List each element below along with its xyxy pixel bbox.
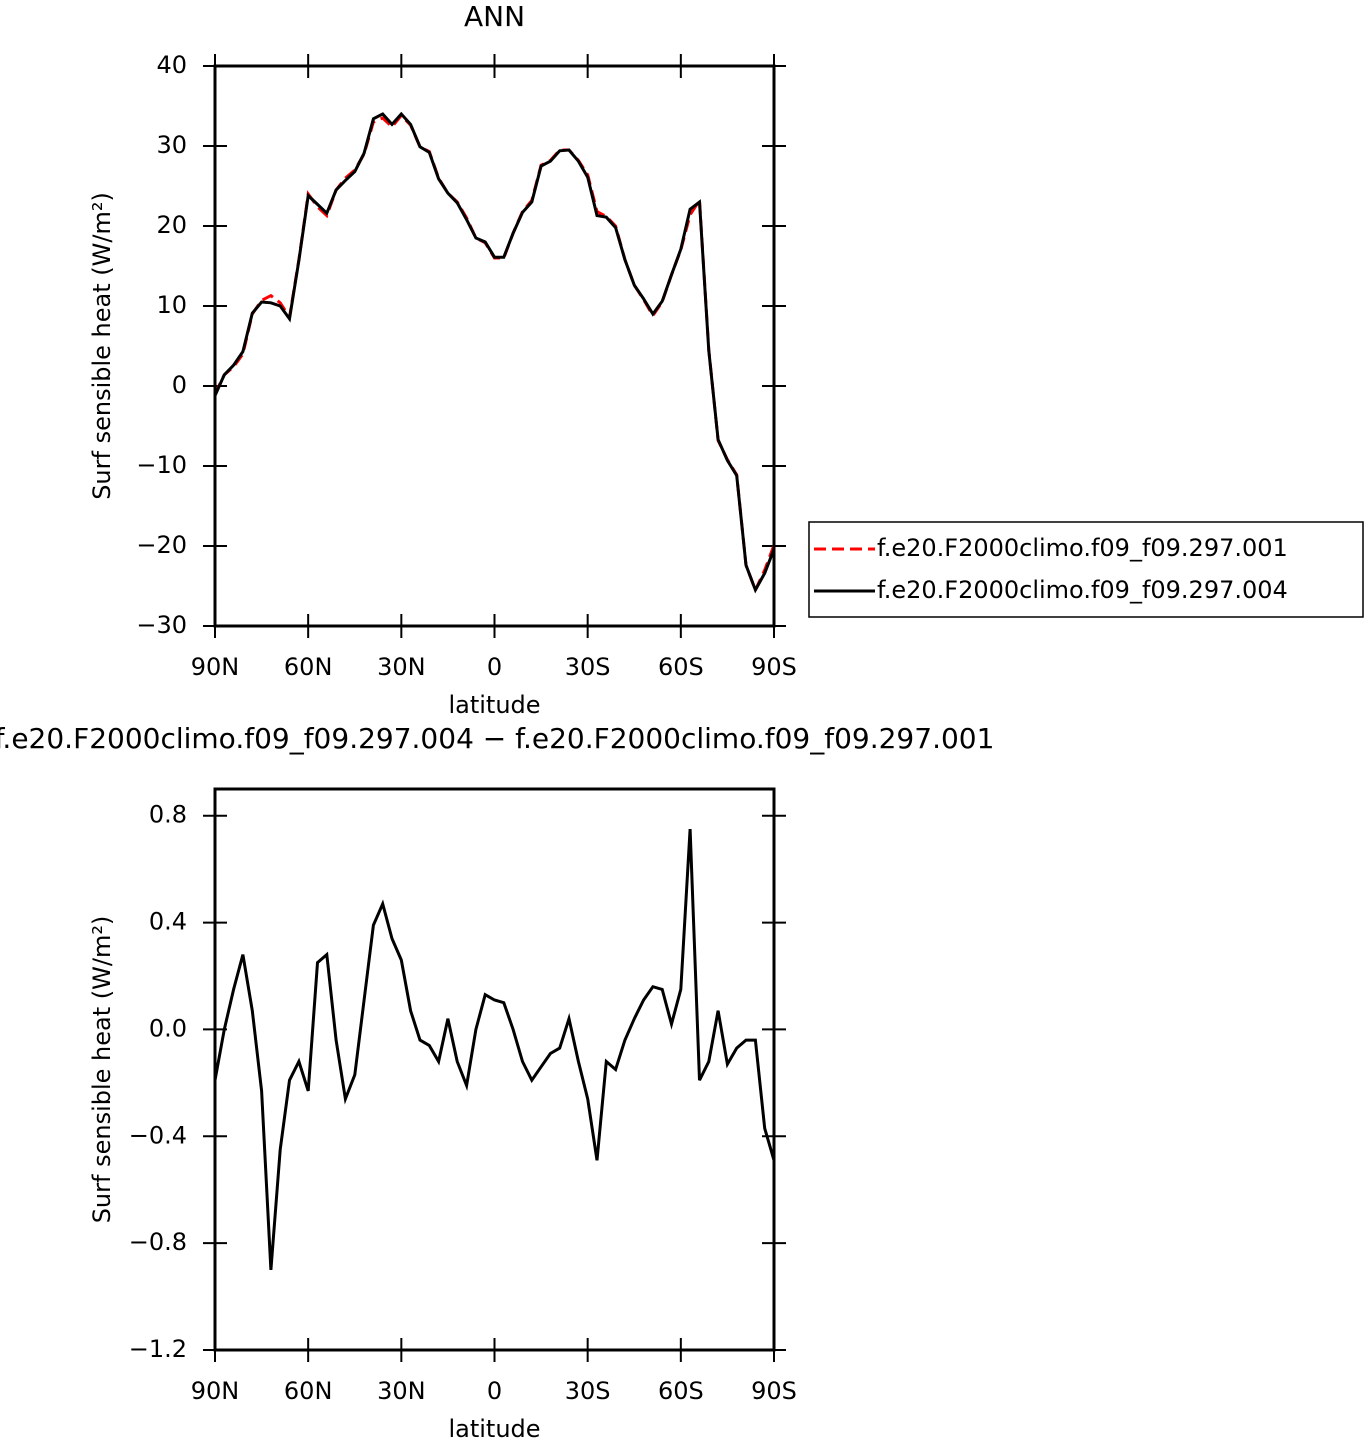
x-tick-label: 0 bbox=[487, 1377, 502, 1405]
y-tick-label: 0 bbox=[172, 371, 187, 399]
y-tick-label: 0.0 bbox=[149, 1014, 187, 1042]
plot-frame bbox=[213, 787, 776, 1352]
legend-box bbox=[808, 521, 1364, 618]
y-axis-label: Surf sensible heat (W/m²) bbox=[88, 916, 116, 1224]
x-tick-label: 60N bbox=[284, 653, 333, 681]
x-tick-label: 60S bbox=[658, 653, 704, 681]
x-tick-label: 90S bbox=[751, 653, 797, 681]
x-tick-label: 0 bbox=[487, 653, 502, 681]
legend-label: f.e20.F2000climo.f09_f09.297.004 bbox=[877, 576, 1288, 604]
chart-title: f.e20.F2000climo.f09_f09.297.004 − f.e20… bbox=[0, 722, 994, 755]
y-tick-label: 40 bbox=[156, 51, 187, 79]
y-tick-label: 30 bbox=[156, 131, 187, 159]
legend-label: f.e20.F2000climo.f09_f09.297.001 bbox=[877, 534, 1288, 562]
y-tick-label: −1.2 bbox=[129, 1335, 187, 1363]
y-tick-label: 0.8 bbox=[149, 801, 187, 829]
x-axis-label: latitude bbox=[448, 1415, 540, 1443]
plot-frame bbox=[213, 64, 776, 628]
data-line bbox=[213, 829, 776, 1271]
chart-title: ANN bbox=[464, 0, 525, 33]
y-tick-label: 20 bbox=[156, 211, 187, 239]
data-line bbox=[213, 111, 776, 594]
y-tick-label: −10 bbox=[136, 451, 187, 479]
y-tick-label: 0.4 bbox=[149, 908, 187, 936]
x-tick-label: 60S bbox=[658, 1377, 704, 1405]
y-tick-label: 10 bbox=[156, 291, 187, 319]
y-tick-label: −20 bbox=[136, 531, 187, 559]
x-tick-label: 60N bbox=[284, 1377, 333, 1405]
x-axis-label: latitude bbox=[448, 691, 540, 719]
y-tick-label: −0.8 bbox=[129, 1228, 187, 1256]
x-tick-label: 90S bbox=[751, 1377, 797, 1405]
y-tick-label: −0.4 bbox=[129, 1121, 187, 1149]
x-tick-label: 90N bbox=[191, 653, 240, 681]
x-tick-label: 30S bbox=[565, 653, 611, 681]
y-axis-label: Surf sensible heat (W/m²) bbox=[88, 192, 116, 500]
y-tick-label: −30 bbox=[136, 611, 187, 639]
x-tick-label: 30S bbox=[565, 1377, 611, 1405]
data-line bbox=[213, 113, 776, 594]
x-tick-label: 30N bbox=[377, 653, 426, 681]
x-tick-label: 30N bbox=[377, 1377, 426, 1405]
x-tick-label: 90N bbox=[191, 1377, 240, 1405]
